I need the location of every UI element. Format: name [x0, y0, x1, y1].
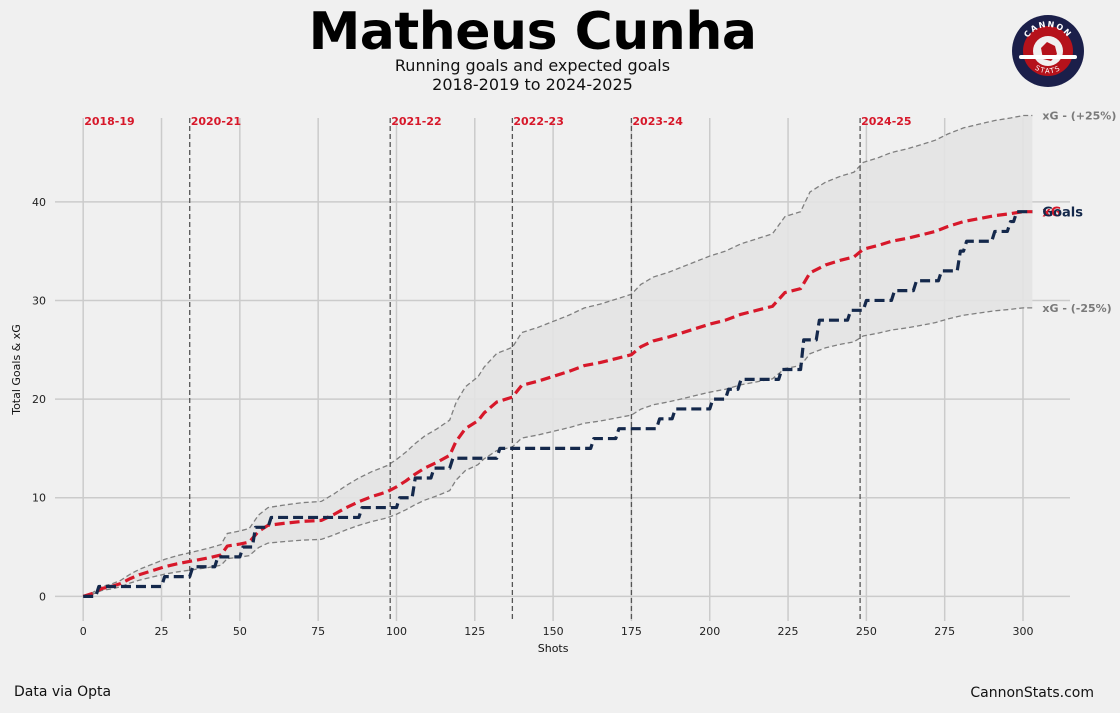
- subtitle-line-1: Running goals and expected goals: [394, 56, 671, 75]
- logo-cannon-icon: [1019, 55, 1077, 59]
- logo-bottom-text: STATS: [1034, 64, 1063, 76]
- xg-upper-band-label: xG - (+25%): [1042, 110, 1116, 123]
- series-goals-line: [83, 210, 1033, 598]
- y-axis-label: Total Goals & xG: [10, 324, 23, 416]
- xg-band-layer: [82, 114, 1033, 597]
- subtitle-line-2: 2018-2019 to 2024-2025: [432, 75, 633, 94]
- xg-upper-band-line: [82, 114, 1033, 597]
- x-tick-label: 100: [386, 625, 407, 638]
- x-tick-label: 50: [233, 625, 247, 638]
- x-axis-label: Shots: [538, 642, 569, 655]
- x-tick-label: 275: [934, 625, 955, 638]
- cannon-stats-logo: CANNON STATS: [1012, 15, 1084, 87]
- axis-label-layer: 0 25 50 75 100 125 150 175 200 225 250 275 300 0 10 20 3…: [10, 110, 1116, 655]
- x-tick-label: 75: [311, 625, 325, 638]
- data-source-note: Data via Opta: [14, 684, 112, 700]
- season-label: 2021-22: [391, 115, 442, 128]
- season-label: 2018-19: [84, 115, 135, 128]
- y-tick-label: 40: [32, 196, 46, 209]
- x-tick-label: 300: [1013, 625, 1034, 638]
- season-label: 2020-21: [191, 115, 242, 128]
- season-divider-layer: 2018-19 2020-21 2021-22 2022-23 2023-24 2024-…: [84, 115, 912, 621]
- y-tick-label: 30: [32, 294, 46, 307]
- x-tick-label: 125: [464, 625, 485, 638]
- season-label: 2024-25: [861, 115, 912, 128]
- goals-series-label: Goals: [1042, 206, 1083, 221]
- y-tick-label: 10: [32, 492, 46, 505]
- y-tick-label: 0: [39, 590, 46, 603]
- chart-subtitle: Running goals and expected goals 2018-20…: [0, 56, 1065, 94]
- chart-title: Matheus Cunha: [308, 2, 757, 62]
- y-tick-label: 20: [32, 393, 46, 406]
- x-tick-label: 0: [80, 625, 87, 638]
- x-tick-label: 200: [699, 625, 720, 638]
- x-tick-label: 225: [778, 625, 799, 638]
- site-credit: CannonStats.com: [970, 685, 1094, 701]
- xg-band-area: [83, 115, 1033, 597]
- season-label: 2022-23: [513, 115, 564, 128]
- xg-series-label: xG: [1042, 206, 1061, 221]
- series-layer: [82, 210, 1033, 598]
- x-tick-label: 150: [543, 625, 564, 638]
- season-label: 2023-24: [632, 115, 683, 128]
- x-tick-label: 250: [856, 625, 877, 638]
- xg-lower-band-label: xG - (-25%): [1042, 302, 1111, 315]
- series-xg-line: [82, 210, 1033, 598]
- x-tick-label: 25: [155, 625, 169, 638]
- x-tick-label: 175: [621, 625, 642, 638]
